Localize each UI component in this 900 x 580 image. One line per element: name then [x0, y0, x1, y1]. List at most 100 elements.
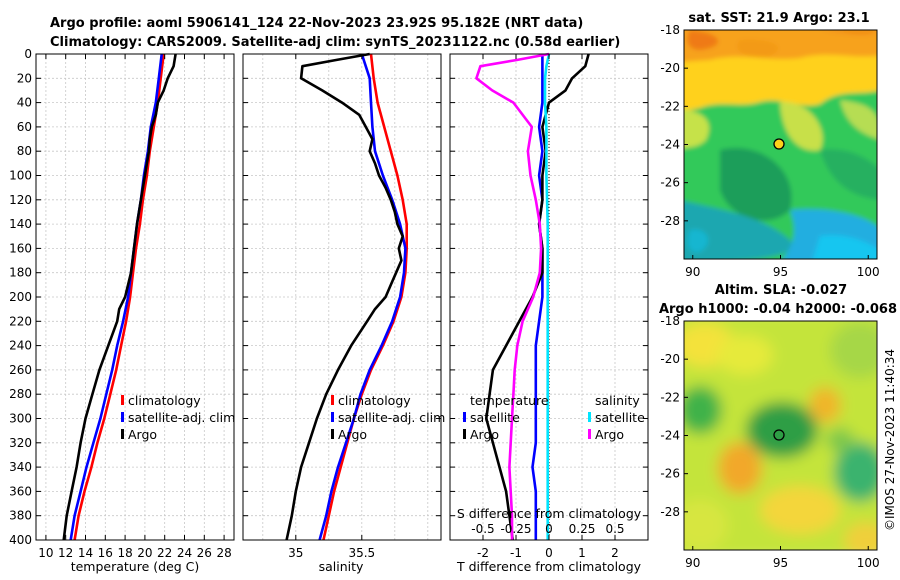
y-tick-label: -26 [660, 467, 680, 481]
y-tick-label: 80 [17, 144, 32, 158]
legend-temperature-heading: temperature [470, 393, 549, 408]
series-line [318, 53, 407, 541]
legend-argo: Argo [128, 427, 157, 442]
s-tick-label: 0.5 [605, 522, 624, 536]
legend-salinity-heading: salinity [595, 393, 640, 408]
y-tick-label: -28 [660, 505, 680, 519]
y-tick-label: -18 [660, 314, 680, 328]
s-tick-label: 0 [545, 522, 553, 536]
y-tick-label: -18 [660, 23, 680, 37]
x-tick-label: 28 [216, 546, 231, 560]
legend-t-satellite: satellite [470, 410, 520, 425]
legend-swatch-argo [121, 429, 124, 439]
y-tick-label: -20 [660, 352, 680, 366]
x-tick-label: -2 [477, 546, 489, 560]
sla-argo-marker [773, 429, 785, 441]
difference-legend: temperature satellite Argo salinity sate… [463, 393, 645, 442]
y-tick-label: 0 [24, 47, 32, 61]
legend-swatch-satellite [331, 412, 334, 422]
series-line [543, 53, 551, 540]
sst-argo-marker [773, 138, 785, 150]
imos-credit: ©IMOS 27-Nov-2023 11:40:34 [883, 349, 897, 531]
sst-map-title: sat. SST: 21.9 Argo: 23.1 [688, 11, 869, 26]
difference-profile-panel: -2 -1 0 1 2 -0.5 -0.25 0 0.25 0.5 [449, 52, 649, 560]
y-tick-label: 240 [9, 339, 32, 353]
y-tick-label: 280 [9, 387, 32, 401]
legend-satellite-adj: satellite-adj. clim [338, 410, 445, 425]
x-tick-label: 95 [773, 265, 788, 279]
y-tick-label: 40 [17, 96, 32, 110]
series-line [285, 52, 405, 541]
legend-t-argo: Argo [470, 427, 499, 442]
y-tick-label: 200 [9, 290, 32, 304]
series-line [531, 54, 544, 540]
y-tick-label: -22 [660, 99, 680, 113]
y-tick-label: 320 [9, 436, 32, 450]
y-tick-label: -28 [660, 214, 680, 228]
header-title-line2: Climatology: CARS2009. Satellite-adj cli… [50, 35, 620, 50]
x-tick-label: 16 [98, 546, 113, 560]
series-line [475, 52, 550, 540]
y-tick-label: 20 [17, 71, 32, 85]
x-tick-label: 18 [117, 546, 132, 560]
s-tick-label: -0.5 [471, 522, 494, 536]
y-tick-label: 220 [9, 314, 32, 328]
legend-swatch-climatology [331, 395, 334, 405]
y-tick-label: 100 [9, 169, 32, 183]
x-tick-label: 1 [578, 546, 586, 560]
x-tick-label: 2 [611, 546, 619, 560]
x-tick-label: 90 [685, 265, 700, 279]
series-line [62, 53, 177, 541]
y-tick-label: 120 [9, 193, 32, 207]
x-tick-label: 35.5 [348, 546, 375, 560]
s-tick-label: 0.25 [569, 522, 596, 536]
y-tick-label: -22 [660, 390, 680, 404]
y-tick-label: 180 [9, 266, 32, 280]
x-tick-label: 10 [38, 546, 53, 560]
x-tick-label: 24 [177, 546, 192, 560]
y-tick-label: 160 [9, 241, 32, 255]
x-tick-label: 100 [857, 265, 880, 279]
legend-s-satellite: satellite [595, 410, 645, 425]
legend-climatology: climatology [128, 393, 201, 408]
x-tick-label: 12 [58, 546, 73, 560]
s-difference-xlabel: S difference from climatology [457, 506, 642, 521]
y-tick-label: 360 [9, 484, 32, 498]
y-tick-label: 400 [9, 533, 32, 547]
header-title-line1: Argo profile: aoml 5906141_124 22-Nov-20… [50, 16, 583, 31]
legend-swatch-s-satellite [588, 412, 591, 422]
y-tick-label: 260 [9, 363, 32, 377]
legend-swatch-s-argo [588, 429, 591, 439]
x-tick-label: 26 [197, 546, 212, 560]
legend-swatch-climatology [121, 395, 124, 405]
temperature-profile-panel: 10 12 14 16 18 20 22 24 26 2802040608010012014016… [9, 47, 235, 560]
x-tick-label: 100 [857, 556, 880, 570]
sst-map-axes: 90 95 100 -18 -20 -22 -24 -26 -28 [660, 23, 879, 279]
salinity-legend: climatology satellite-adj. clim Argo [331, 393, 445, 442]
series-line [73, 53, 165, 541]
y-tick-label: 340 [9, 460, 32, 474]
legend-swatch-t-satellite [463, 412, 466, 422]
legend-satellite-adj: satellite-adj. clim [128, 410, 235, 425]
x-tick-label: -1 [510, 546, 522, 560]
y-tick-label: 300 [9, 412, 32, 426]
x-tick-label: 90 [685, 556, 700, 570]
x-tick-label: 22 [157, 546, 172, 560]
sla-map-subtitle: Argo h1000: -0.04 h2000: -0.068 [659, 302, 897, 317]
salinity-xlabel: salinity [319, 559, 364, 574]
t-difference-xlabel: T difference from climatology [456, 559, 642, 574]
legend-swatch-argo [331, 429, 334, 439]
legend-climatology: climatology [338, 393, 411, 408]
series-line [484, 53, 590, 541]
legend-argo: Argo [338, 427, 367, 442]
temperature-xlabel: temperature (deg C) [71, 559, 200, 574]
y-tick-label: -24 [660, 429, 680, 443]
sla-heatmap [684, 321, 877, 550]
legend-swatch-t-argo [463, 429, 466, 439]
temperature-legend: climatology satellite-adj. clim Argo [121, 393, 235, 442]
x-tick-label: 95 [773, 556, 788, 570]
x-tick-label: 35 [288, 546, 303, 560]
x-tick-label: 14 [78, 546, 93, 560]
x-tick-label: 20 [137, 546, 152, 560]
